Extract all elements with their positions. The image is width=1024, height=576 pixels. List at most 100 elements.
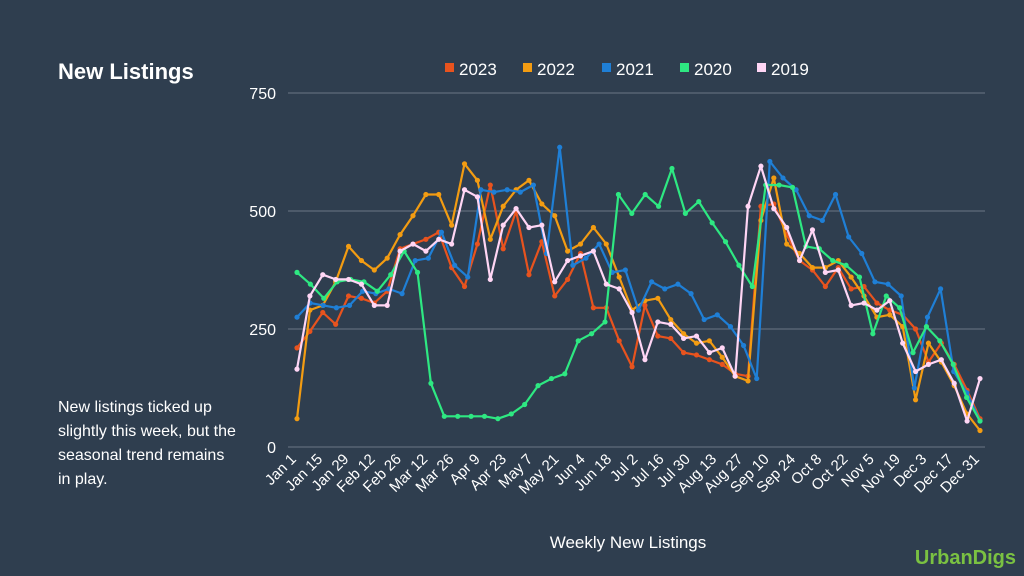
data-point	[819, 217, 825, 224]
data-point	[806, 213, 812, 219]
data-point	[399, 291, 405, 297]
data-point	[320, 272, 326, 278]
data-point	[522, 401, 528, 408]
data-point	[887, 312, 893, 318]
data-point	[333, 305, 340, 311]
data-point	[938, 357, 944, 363]
data-point	[870, 331, 876, 337]
data-point	[924, 314, 931, 320]
data-point	[848, 286, 854, 292]
legend-label: 2023	[459, 60, 497, 79]
data-point	[771, 206, 777, 212]
data-point	[925, 340, 932, 346]
data-point	[789, 184, 796, 190]
data-point	[693, 333, 700, 339]
chart-legend: 2023 2022 2021 2020 2019	[445, 60, 809, 79]
y-axis-ticks: 0 250 500 750	[249, 86, 276, 457]
data-point	[912, 368, 919, 375]
data-point	[874, 307, 880, 313]
data-point	[719, 361, 725, 367]
data-point	[474, 177, 481, 183]
series-line	[296, 167, 981, 422]
data-point	[526, 224, 532, 231]
data-point	[412, 257, 418, 264]
data-point	[358, 281, 365, 287]
data-point	[294, 366, 300, 372]
data-point	[668, 321, 674, 327]
data-point	[333, 276, 339, 283]
x-axis-label: Weekly New Listings	[550, 533, 707, 552]
data-point	[622, 267, 628, 273]
data-point	[615, 191, 622, 198]
data-point	[835, 267, 841, 273]
data-point	[937, 338, 943, 344]
data-point	[397, 248, 403, 254]
data-point	[662, 286, 668, 292]
data-point	[384, 302, 390, 308]
data-point	[706, 338, 712, 344]
data-point	[474, 194, 481, 200]
data-point	[719, 345, 725, 351]
legend-label: 2022	[537, 60, 575, 79]
legend-item-2022: 2022	[523, 60, 575, 79]
legend-item-2020: 2020	[680, 60, 732, 79]
data-point	[583, 255, 589, 261]
data-point	[951, 380, 957, 386]
data-point	[589, 331, 595, 337]
data-point	[465, 274, 471, 280]
data-point	[682, 210, 688, 216]
data-point	[333, 321, 339, 327]
data-point	[856, 274, 863, 280]
data-point	[345, 276, 352, 283]
data-point	[294, 345, 300, 351]
data-point	[822, 283, 828, 290]
data-point	[977, 418, 983, 424]
series-2019	[294, 163, 983, 424]
data-point	[883, 293, 889, 299]
page-title: New Listings	[58, 59, 194, 84]
data-point	[603, 281, 609, 287]
data-point	[577, 253, 584, 259]
data-point	[861, 300, 867, 306]
data-point	[557, 144, 563, 150]
data-point	[468, 413, 474, 419]
data-point	[771, 175, 777, 181]
data-point	[513, 206, 519, 212]
data-point	[539, 201, 545, 207]
data-point	[885, 281, 891, 287]
data-point	[374, 288, 380, 294]
data-point	[977, 375, 983, 382]
data-point	[784, 224, 790, 231]
y-tick-label: 500	[249, 204, 276, 221]
data-point	[937, 286, 944, 292]
data-point	[923, 324, 930, 330]
data-point	[441, 413, 447, 419]
data-point	[925, 361, 932, 367]
series-2023	[294, 182, 983, 422]
data-point	[565, 276, 571, 283]
data-point	[706, 350, 712, 356]
data-point	[474, 241, 481, 247]
data-point	[900, 340, 906, 346]
data-point	[822, 269, 828, 275]
data-point	[693, 340, 700, 346]
data-point	[912, 397, 919, 403]
data-point	[688, 291, 694, 297]
chart-series	[294, 144, 983, 434]
data-point	[570, 262, 576, 268]
data-point	[745, 378, 751, 384]
data-point	[848, 302, 854, 308]
data-point	[487, 182, 493, 188]
data-point	[307, 281, 313, 287]
data-point	[977, 427, 983, 434]
legend-swatch	[523, 63, 532, 72]
data-point	[455, 413, 461, 419]
data-point	[423, 236, 429, 242]
data-point	[410, 213, 416, 219]
data-point	[859, 250, 865, 257]
data-point	[843, 262, 849, 268]
data-point	[897, 305, 903, 311]
data-point	[911, 385, 917, 391]
data-point	[526, 272, 532, 278]
